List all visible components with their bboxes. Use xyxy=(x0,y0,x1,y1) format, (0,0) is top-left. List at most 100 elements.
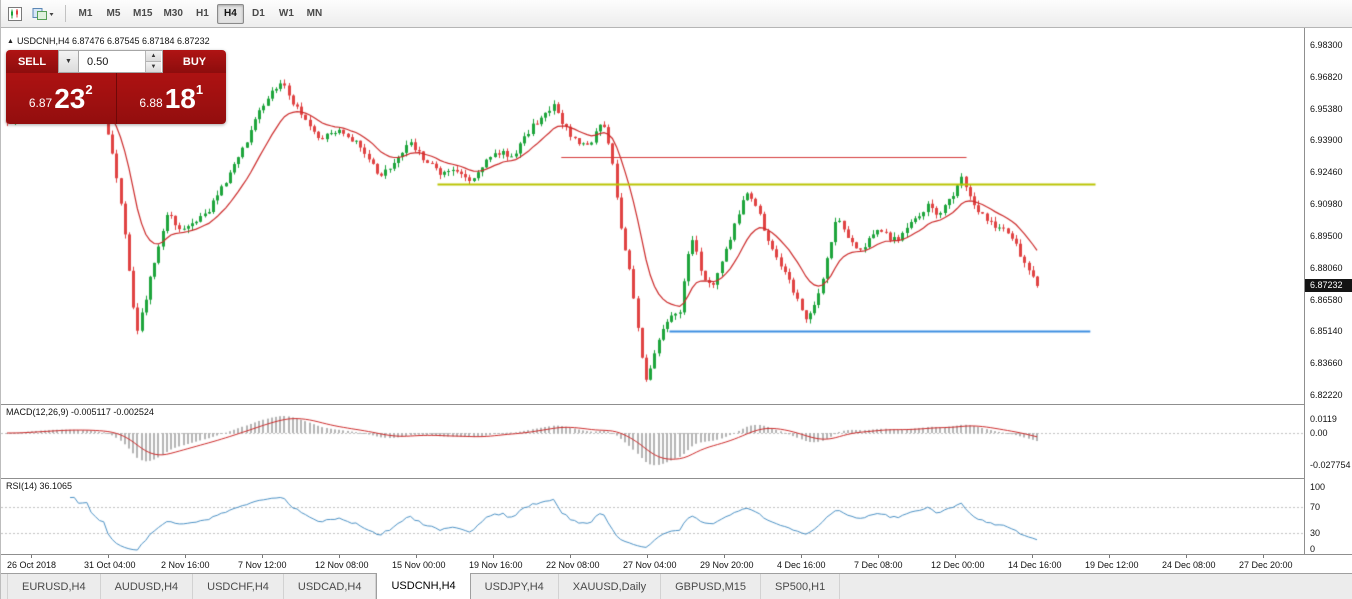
rsi-axis-label: 70 xyxy=(1310,502,1321,512)
current-price-badge: 6.87232 xyxy=(1305,278,1352,292)
tab-audusd-h4[interactable]: AUDUSD,H4 xyxy=(101,574,194,599)
rsi-axis-label: 30 xyxy=(1310,528,1321,538)
one-click-trade-panel: SELL ▼ ▲ ▼ BUY 6.87 23 2 xyxy=(6,50,226,124)
macd-axis-label: -0.027754 xyxy=(1310,460,1351,470)
time-axis-label: 2 Nov 16:00 xyxy=(161,560,210,570)
pane-separator-macd[interactable] xyxy=(1,404,1352,405)
buy-price-pips: 18 xyxy=(164,82,196,114)
chart-region: ▲ USDCNH,H4 6.87476 6.87545 6.87184 6.87… xyxy=(1,28,1352,573)
time-axis-label: 12 Nov 08:00 xyxy=(315,560,369,570)
volume-stepper: ▲ ▼ xyxy=(145,51,161,72)
time-axis-label: 14 Dec 16:00 xyxy=(1008,560,1062,570)
rsi-axis-label: 0 xyxy=(1310,544,1316,554)
time-axis-tick xyxy=(493,555,494,558)
time-axis-tick xyxy=(262,555,263,558)
time-axis-label: 7 Dec 08:00 xyxy=(854,560,903,570)
tab-eurusd-h4[interactable]: EURUSD,H4 xyxy=(7,574,101,599)
profiles-icon xyxy=(32,7,54,20)
tab-xauusd-daily[interactable]: XAUUSD,Daily xyxy=(559,574,662,599)
time-axis-label: 27 Nov 04:00 xyxy=(623,560,677,570)
pane-separator-rsi[interactable] xyxy=(1,478,1352,479)
time-axis-label: 31 Oct 04:00 xyxy=(84,560,136,570)
time-axis-tick xyxy=(185,555,186,558)
price-axis-label: 6.82220 xyxy=(1310,390,1343,401)
time-axis[interactable]: 26 Oct 2018 31 Oct 04:00 2 Nov 16:00 7 Nov … xyxy=(1,554,1352,573)
chart-tab-bar: EURUSD,H4 AUDUSD,H4 USDCHF,H4 USDCAD,H4 USDC… xyxy=(1,573,1352,599)
buy-price-point: 1 xyxy=(195,82,204,97)
time-axis-tick xyxy=(647,555,648,558)
mini-candles-icon xyxy=(8,6,22,21)
volume-input[interactable] xyxy=(79,51,145,72)
price-axis-label: 6.90980 xyxy=(1310,199,1343,210)
timeframe-button-m15[interactable]: M15 xyxy=(133,8,153,19)
price-axis-label: 6.83660 xyxy=(1310,358,1343,369)
time-axis-label: 15 Nov 00:00 xyxy=(392,560,446,570)
time-axis-tick xyxy=(416,555,417,558)
time-axis-label: 4 Dec 16:00 xyxy=(777,560,826,570)
buy-button[interactable]: BUY xyxy=(163,50,226,73)
tab-usdchf-h4[interactable]: USDCHF,H4 xyxy=(193,574,284,599)
ohlc-text: USDCNH,H4 6.87476 6.87545 6.87184 6.8723… xyxy=(16,36,210,46)
timeframe-button-m1[interactable]: M1 xyxy=(78,8,93,19)
volume-field-wrap: ▲ ▼ xyxy=(79,50,163,73)
timeframe-button-w1[interactable]: W1 xyxy=(278,8,294,19)
time-axis-tick xyxy=(1109,555,1110,558)
time-axis-label: 29 Nov 20:00 xyxy=(700,560,754,570)
trade-panel-top-row: SELL ▼ ▲ ▼ BUY xyxy=(6,50,226,73)
volume-dropdown-button[interactable]: ▼ xyxy=(58,50,79,73)
tab-usdjpy-h4[interactable]: USDJPY,H4 xyxy=(471,574,559,599)
timeframe-button-m30[interactable]: M30 xyxy=(163,8,183,19)
sell-price-pips: 23 xyxy=(54,82,86,114)
macd-axis-label: 0.00 xyxy=(1310,428,1328,438)
volume-stepper-down[interactable]: ▼ xyxy=(145,62,161,72)
chart-profile-dropdown[interactable] xyxy=(28,3,59,25)
time-axis-tick xyxy=(108,555,109,558)
time-axis-tick xyxy=(955,555,956,558)
timeframe-button-mn[interactable]: MN xyxy=(306,8,323,19)
time-axis-label: 26 Oct 2018 xyxy=(7,560,57,570)
buy-price-display[interactable]: 6.88 18 1 xyxy=(117,73,227,124)
trade-panel-divider xyxy=(115,73,117,124)
price-axis-label: 6.98300 xyxy=(1310,40,1343,50)
sell-button[interactable]: SELL xyxy=(6,50,58,73)
sell-price-display[interactable]: 6.87 23 2 xyxy=(6,73,116,124)
timeframe-button-h1[interactable]: H1 xyxy=(196,8,209,19)
chart-window-icon[interactable] xyxy=(4,3,26,25)
time-axis-tick xyxy=(1032,555,1033,558)
time-axis-tick xyxy=(1186,555,1187,558)
price-axis[interactable]: 6.87232 6.98300 6.96820 6.95380 6.93900 6.92… xyxy=(1304,28,1352,554)
toolbar: M1 M5 M15 M30 H1 H4 D1 W1 MN xyxy=(1,0,1352,28)
time-axis-label: 27 Dec 20:00 xyxy=(1239,560,1293,570)
price-axis-label: 6.96820 xyxy=(1310,71,1343,82)
volume-stepper-up[interactable]: ▲ xyxy=(145,51,161,62)
time-axis-tick xyxy=(339,555,340,558)
one-click-collapse-icon[interactable]: ▲ xyxy=(7,37,14,45)
time-axis-tick xyxy=(878,555,879,558)
tab-sp500-h1[interactable]: SP500,H1 xyxy=(761,574,841,599)
price-axis-label: 6.95380 xyxy=(1310,103,1343,114)
time-axis-label: 19 Dec 12:00 xyxy=(1085,560,1139,570)
rsi-axis-label: 100 xyxy=(1310,482,1326,492)
time-axis-label: 7 Nov 12:00 xyxy=(238,560,287,570)
macd-pane-label: MACD(12,26,9) -0.005117 -0.002524 xyxy=(6,407,154,417)
macd-axis-label: 0.0119 xyxy=(1310,414,1337,424)
tab-usdcnh-h4[interactable]: USDCNH,H4 xyxy=(376,573,471,599)
tab-gbpusd-m15[interactable]: GBPUSD,M15 xyxy=(661,574,762,599)
time-axis-tick xyxy=(31,555,32,558)
timeframe-button-h4[interactable]: H4 xyxy=(216,3,244,24)
time-axis-tick xyxy=(801,555,802,558)
timeframe-button-d1[interactable]: D1 xyxy=(252,8,265,19)
price-axis-label: 6.88060 xyxy=(1310,262,1343,273)
timeframe-button-m5[interactable]: M5 xyxy=(106,8,121,19)
time-axis-label: 22 Nov 08:00 xyxy=(546,560,600,570)
price-axis-label: 6.85140 xyxy=(1310,326,1343,337)
tab-usdcad-h4[interactable]: USDCAD,H4 xyxy=(284,574,377,599)
time-axis-label: 24 Dec 08:00 xyxy=(1162,560,1216,570)
price-axis-label: 6.89500 xyxy=(1310,230,1343,241)
price-axis-label: 6.93900 xyxy=(1310,135,1343,146)
ohlc-header: ▲ USDCNH,H4 6.87476 6.87545 6.87184 6.87… xyxy=(7,36,210,46)
buy-price-prefix: 6.88 xyxy=(139,95,163,110)
trade-panel-price-row: 6.87 23 2 6.88 18 1 xyxy=(6,73,226,124)
time-axis-tick xyxy=(570,555,571,558)
